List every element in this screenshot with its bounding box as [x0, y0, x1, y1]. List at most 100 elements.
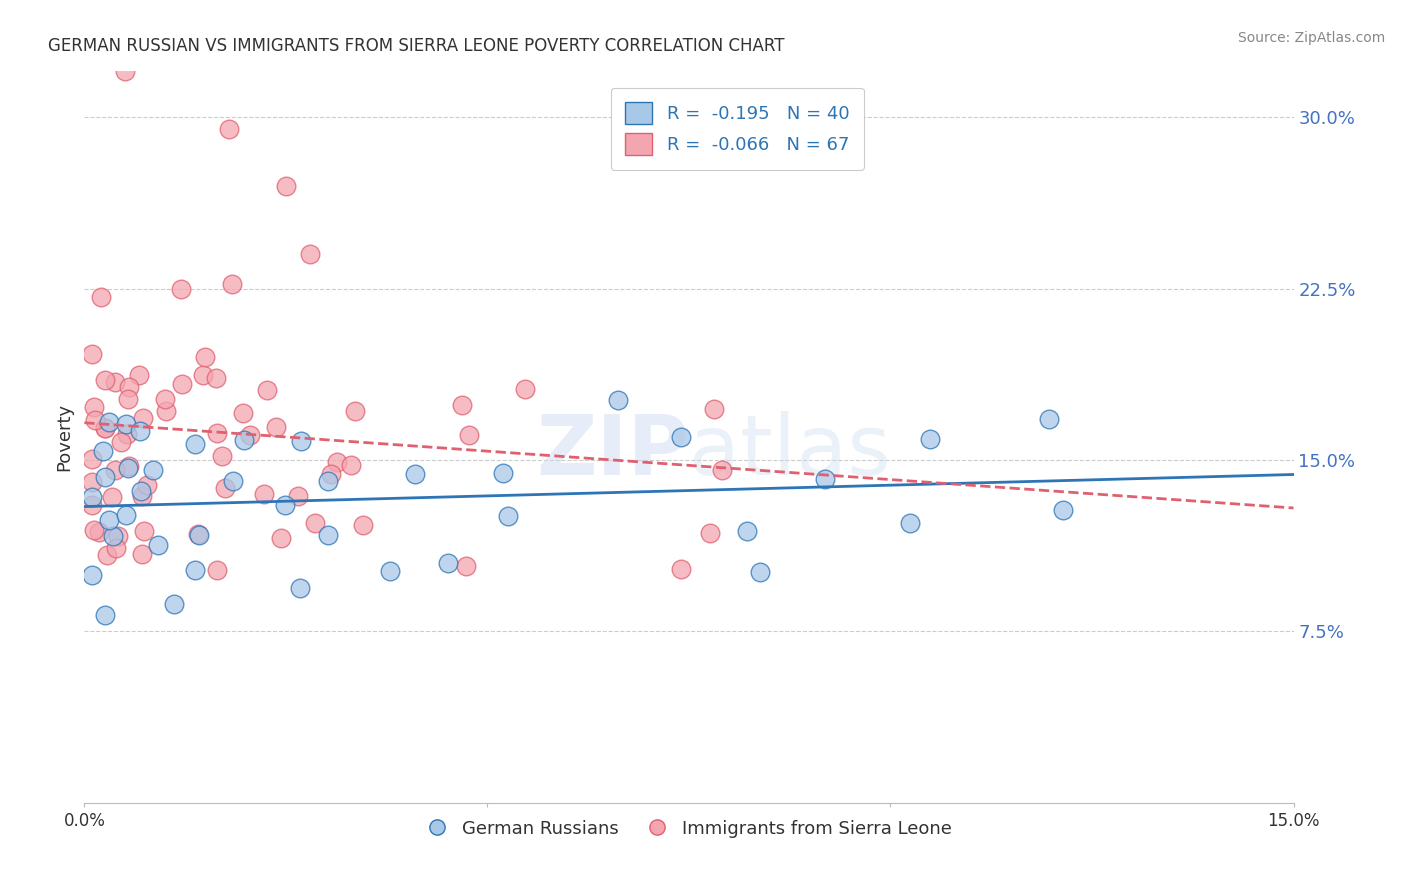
Point [94, 608, 117, 623]
Point [104, 541, 127, 556]
Text: Source: ZipAtlas.com: Source: ZipAtlas.com [1237, 31, 1385, 45]
Point [101, 491, 124, 505]
Point [918, 433, 941, 447]
Point [814, 472, 837, 486]
Point [270, 531, 292, 545]
Point [343, 404, 366, 418]
Point [82, 451, 104, 466]
Point [256, 383, 278, 397]
Point [287, 489, 309, 503]
Point [91, 443, 114, 458]
Point [735, 524, 758, 539]
Point [274, 498, 297, 512]
Point [1052, 503, 1074, 517]
Point [117, 461, 139, 475]
Point [110, 434, 132, 449]
Point [378, 564, 401, 578]
Point [404, 467, 426, 481]
Point [232, 406, 254, 420]
Point [222, 474, 245, 488]
Point [132, 524, 155, 539]
Point [457, 428, 479, 442]
Point [170, 281, 193, 295]
Point [299, 247, 322, 261]
Point [128, 424, 150, 438]
Point [82, 475, 104, 489]
Point [114, 64, 136, 78]
Point [132, 411, 155, 425]
Point [207, 426, 229, 441]
Text: ZIP: ZIP [537, 411, 689, 492]
Point [118, 380, 141, 394]
Point [115, 508, 138, 522]
Text: atlas: atlas [689, 411, 890, 492]
Point [1038, 412, 1060, 426]
Point [94, 469, 117, 483]
Point [94, 421, 117, 435]
Point [710, 463, 733, 477]
Point [204, 370, 226, 384]
Point [90, 290, 112, 304]
Point [316, 474, 339, 488]
Point [82, 490, 104, 504]
Point [699, 525, 721, 540]
Point [607, 392, 630, 407]
Point [290, 434, 312, 449]
Point [319, 467, 342, 481]
Point [83, 401, 105, 415]
Point [340, 458, 363, 473]
Point [96, 548, 118, 562]
Point [104, 463, 127, 477]
Point [205, 563, 228, 577]
Point [193, 368, 215, 382]
Point [172, 377, 194, 392]
Point [290, 581, 312, 595]
Point [94, 421, 117, 435]
Point [221, 277, 243, 291]
Point [87, 524, 110, 539]
Point [115, 427, 138, 442]
Legend: German Russians, Immigrants from Sierra Leone: German Russians, Immigrants from Sierra … [419, 813, 959, 845]
Point [239, 428, 262, 442]
Point [454, 559, 477, 574]
Point [131, 489, 153, 503]
Point [93, 373, 115, 387]
Point [115, 417, 138, 432]
Text: GERMAN RUSSIAN VS IMMIGRANTS FROM SIERRA LEONE POVERTY CORRELATION CHART: GERMAN RUSSIAN VS IMMIGRANTS FROM SIERRA… [48, 37, 785, 54]
Point [669, 562, 692, 576]
Point [163, 597, 186, 611]
Point [253, 486, 276, 500]
Point [437, 557, 460, 571]
Point [703, 401, 725, 416]
Point [83, 523, 105, 537]
Point [898, 516, 921, 530]
Point [232, 433, 254, 447]
Y-axis label: Poverty: Poverty [55, 403, 73, 471]
Point [352, 517, 374, 532]
Point [97, 416, 120, 430]
Point [135, 478, 157, 492]
Point [184, 437, 207, 451]
Point [118, 458, 141, 473]
Point [266, 420, 288, 434]
Point [142, 463, 165, 477]
Point [492, 467, 515, 481]
Point [129, 484, 152, 499]
Point [669, 430, 692, 444]
Point [155, 392, 177, 407]
Point [513, 383, 536, 397]
Point [97, 512, 120, 526]
Point [211, 449, 233, 463]
Point [748, 565, 770, 579]
Point [83, 413, 105, 427]
Point [187, 527, 209, 541]
Point [146, 538, 169, 552]
Point [450, 398, 472, 412]
Point [82, 347, 104, 361]
Point [187, 528, 209, 542]
Point [326, 455, 349, 469]
Point [218, 121, 240, 136]
Point [155, 404, 177, 418]
Point [194, 350, 217, 364]
Point [128, 368, 150, 383]
